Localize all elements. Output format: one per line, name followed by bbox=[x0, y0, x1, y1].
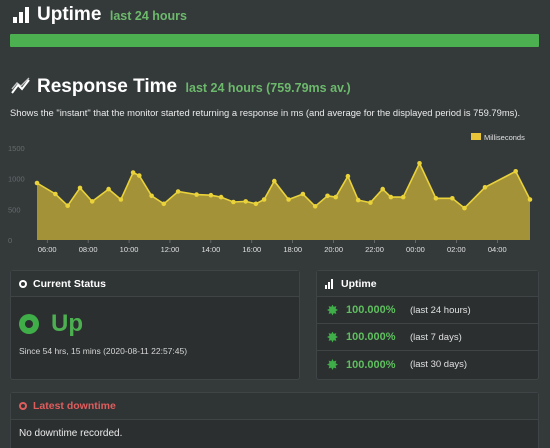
x-tick-label: 02:00 bbox=[447, 245, 466, 254]
x-tick-label: 14:00 bbox=[201, 245, 220, 254]
status-burst-icon bbox=[327, 304, 338, 316]
uptime-pct: 100.000% bbox=[346, 331, 396, 343]
data-point bbox=[462, 205, 467, 211]
uptime-panel: Uptime 100.000% (last 24 hours) 100.000%… bbox=[316, 270, 539, 380]
x-tick-label: 10:00 bbox=[120, 245, 139, 254]
series-area-milliseconds bbox=[37, 163, 530, 240]
data-point bbox=[300, 191, 306, 197]
data-point bbox=[433, 196, 439, 201]
uptime-panel-heading: Uptime bbox=[341, 277, 377, 290]
x-tick-label: 08:00 bbox=[79, 245, 98, 254]
downtime-dot-icon bbox=[19, 402, 27, 410]
response-header: Response Time last 24 hours (759.79ms av… bbox=[37, 76, 351, 98]
data-point bbox=[450, 196, 455, 201]
uptime-row: 100.000% (last 24 hours) bbox=[317, 297, 538, 324]
data-point bbox=[149, 193, 154, 199]
latest-downtime-panel: Latest downtime No downtime recorded. bbox=[10, 392, 539, 448]
response-title: Response Time bbox=[37, 76, 178, 97]
y-tick-label: 1500 bbox=[8, 144, 25, 153]
response-time-chart: 0 500 1000 1500 06:00 08:00 10:00 12:00 14:00 16:… bbox=[8, 133, 533, 254]
y-tick-label: 500 bbox=[8, 205, 21, 214]
uptime-pct: 100.000% bbox=[346, 358, 396, 371]
data-point bbox=[527, 197, 533, 202]
uptime-row: 100.000% (last 30 days) bbox=[317, 351, 538, 378]
data-point bbox=[513, 169, 518, 174]
downtime-message: No downtime recorded. bbox=[19, 428, 123, 439]
data-point bbox=[261, 197, 267, 202]
data-point bbox=[368, 200, 373, 205]
legend-swatch bbox=[471, 133, 481, 140]
data-point bbox=[208, 192, 214, 198]
y-tick-label: 0 bbox=[8, 236, 12, 245]
data-point bbox=[231, 199, 236, 205]
data-point bbox=[118, 197, 124, 202]
bar-chart-icon bbox=[13, 7, 31, 23]
response-period: last 24 hours (759.79ms av.) bbox=[185, 81, 351, 95]
data-point bbox=[218, 194, 224, 200]
status-dot-icon bbox=[19, 279, 27, 288]
status-since: Since 54 hrs, 15 mins (2020-08-11 22:57:… bbox=[19, 346, 188, 356]
data-point bbox=[243, 199, 248, 204]
data-point bbox=[137, 173, 142, 178]
data-point bbox=[380, 186, 386, 192]
data-point bbox=[272, 178, 277, 184]
status-burst-icon bbox=[327, 359, 338, 370]
data-point bbox=[325, 193, 330, 199]
data-point bbox=[400, 194, 406, 200]
y-tick-label: 1000 bbox=[8, 175, 25, 184]
uptime-title: Uptime bbox=[37, 4, 102, 25]
uptime-period-label: (last 24 hours) bbox=[410, 304, 471, 316]
status-burst-icon bbox=[327, 331, 338, 343]
x-tick-label: 18:00 bbox=[283, 245, 302, 254]
x-tick-label: 22:00 bbox=[365, 245, 384, 254]
x-tick-label: 12:00 bbox=[161, 245, 180, 254]
data-point bbox=[65, 203, 70, 208]
data-point bbox=[286, 197, 291, 202]
current-status-header: Current Status bbox=[11, 271, 299, 297]
data-point bbox=[106, 186, 111, 192]
series-line-milliseconds bbox=[36, 161, 531, 210]
data-point bbox=[312, 204, 318, 209]
data-point bbox=[194, 192, 199, 197]
uptime-header: Uptime last 24 hours bbox=[37, 4, 187, 26]
data-point bbox=[130, 170, 136, 175]
pulse-chart-icon bbox=[11, 77, 31, 95]
uptime-bar bbox=[10, 34, 539, 47]
bar-chart-icon bbox=[325, 278, 335, 289]
uptime-pct: 100.000% bbox=[346, 304, 396, 316]
legend-label: Milliseconds bbox=[484, 133, 525, 142]
latest-downtime-heading: Latest downtime bbox=[33, 400, 116, 412]
data-point bbox=[333, 194, 339, 200]
uptime-period: last 24 hours bbox=[109, 9, 187, 23]
data-point bbox=[482, 185, 488, 190]
x-tick-label: 00:00 bbox=[406, 245, 425, 254]
data-point bbox=[53, 191, 58, 197]
current-status-heading: Current Status bbox=[33, 277, 106, 290]
data-point bbox=[34, 180, 40, 186]
up-circle-icon bbox=[19, 314, 39, 334]
data-point bbox=[355, 197, 361, 203]
status-state: Up bbox=[51, 310, 83, 337]
uptime-panel-header: Uptime bbox=[317, 271, 538, 297]
x-tick-label: 20:00 bbox=[324, 245, 343, 254]
data-point bbox=[175, 189, 181, 194]
uptime-period-label: (last 30 days) bbox=[410, 359, 468, 370]
latest-downtime-header: Latest downtime bbox=[11, 393, 538, 420]
x-tick-label: 16:00 bbox=[242, 245, 261, 254]
data-point bbox=[89, 199, 95, 204]
data-point bbox=[345, 173, 351, 179]
data-point bbox=[77, 185, 83, 191]
data-point bbox=[161, 201, 167, 207]
x-tick-label: 06:00 bbox=[38, 245, 57, 254]
response-description: Shows the "instant" that the monitor sta… bbox=[10, 107, 521, 118]
x-tick-label: 04:00 bbox=[488, 245, 507, 254]
data-point bbox=[417, 161, 422, 166]
current-status-panel: Current Status Up Since 54 hrs, 15 mins … bbox=[10, 270, 300, 380]
uptime-row: 100.000% (last 7 days) bbox=[317, 324, 538, 351]
data-point bbox=[388, 194, 394, 200]
data-point bbox=[253, 201, 259, 207]
uptime-period-label: (last 7 days) bbox=[410, 331, 462, 343]
